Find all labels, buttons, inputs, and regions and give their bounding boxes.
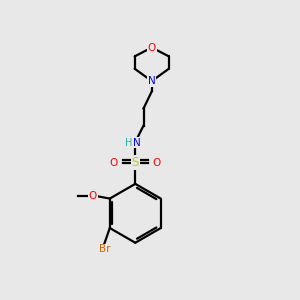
Text: N: N [134,138,141,148]
Text: S: S [132,156,139,169]
Text: O: O [110,158,118,168]
Text: O: O [89,191,97,201]
Text: N: N [148,76,156,86]
Text: O: O [153,158,161,168]
Text: H: H [124,138,132,148]
Text: Br: Br [99,244,110,254]
Text: O: O [148,43,156,52]
